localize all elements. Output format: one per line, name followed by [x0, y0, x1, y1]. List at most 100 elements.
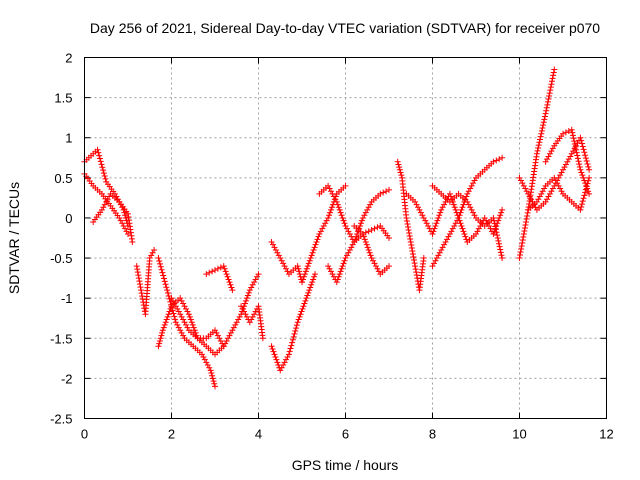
data-series-arc20	[516, 66, 558, 262]
data-point-interp	[248, 316, 255, 323]
data-point-interp	[467, 185, 474, 192]
data-point-interp	[343, 225, 350, 232]
data-point	[164, 287, 171, 294]
data-point-interp	[498, 209, 505, 216]
data-point-interp	[398, 172, 405, 179]
data-series-arc18	[429, 182, 506, 262]
data-point-interp	[323, 217, 330, 224]
data-point-interp	[357, 220, 364, 227]
data-point-interp	[439, 244, 446, 251]
data-point-interp	[374, 224, 381, 231]
data-point	[516, 174, 523, 181]
data-point-interp	[468, 182, 475, 189]
data-point-interp	[536, 139, 543, 146]
data-point-interp	[217, 337, 224, 344]
data-point-interp	[544, 196, 551, 203]
data-points	[81, 66, 593, 390]
data-series-arc9	[238, 303, 266, 342]
data-point-interp	[346, 247, 353, 254]
data-point-interp	[227, 329, 234, 336]
data-point-interp	[581, 149, 588, 156]
data-point-interp	[548, 81, 555, 88]
data-point-interp	[189, 321, 196, 328]
data-point-interp	[167, 298, 174, 305]
data-point	[172, 319, 179, 326]
data-point	[412, 263, 419, 270]
data-point-interp	[442, 239, 449, 246]
data-point-interp	[243, 313, 250, 320]
data-point	[568, 150, 575, 157]
data-point-interp	[582, 180, 589, 187]
data-point-interp	[338, 265, 345, 272]
data-point-interp	[460, 201, 467, 208]
data-point	[342, 255, 349, 262]
data-point-interp	[365, 204, 372, 211]
data-point-interp	[431, 225, 438, 232]
data-point-interp	[160, 272, 167, 279]
data-point-interp	[309, 249, 316, 256]
data-point-interp	[340, 217, 347, 224]
data-point	[438, 247, 445, 254]
data-point-interp	[470, 209, 477, 216]
data-point-interp	[122, 212, 129, 219]
data-point-interp	[570, 148, 577, 155]
data-point-interp	[269, 345, 276, 352]
data-point-interp	[517, 252, 524, 259]
data-point-interp	[541, 116, 548, 123]
data-point-interp	[493, 229, 500, 236]
data-point-interp	[518, 243, 525, 250]
data-point-interp	[171, 300, 178, 307]
data-point-interp	[298, 308, 305, 315]
data-point-interp	[497, 249, 504, 256]
data-point-interp	[278, 364, 285, 371]
data-point-interp	[459, 225, 466, 232]
data-point-interp	[555, 182, 562, 189]
data-point-interp	[302, 268, 309, 275]
data-point-interp	[561, 164, 568, 171]
data-point-interp	[539, 124, 546, 131]
data-point-interp	[311, 244, 318, 251]
data-point-interp	[119, 220, 126, 227]
data-point-interp	[581, 177, 588, 184]
data-point-interp	[299, 305, 306, 312]
data-point-interp	[186, 313, 193, 320]
data-point-interp	[403, 217, 410, 224]
data-point	[198, 351, 205, 358]
data-point	[268, 239, 275, 246]
data-point-interp	[583, 182, 590, 189]
data-point	[325, 182, 332, 189]
data-series-arc15	[351, 222, 392, 241]
data-point	[577, 134, 584, 141]
data-point-interp	[175, 324, 182, 331]
data-point-interp	[520, 233, 527, 240]
data-point-interp	[519, 240, 526, 247]
data-point-interp	[243, 295, 250, 302]
data-point-interp	[573, 146, 580, 153]
data-point-interp	[471, 212, 478, 219]
data-point	[125, 230, 131, 237]
data-point-interp	[336, 206, 343, 213]
data-point	[420, 214, 427, 221]
data-point-interp	[361, 212, 368, 219]
data-point-interp	[341, 220, 348, 227]
data-point-interp	[491, 217, 498, 224]
data-point-interp	[188, 319, 195, 326]
data-point-interp	[203, 359, 210, 366]
data-point-interp	[208, 370, 215, 377]
data-point	[407, 239, 414, 246]
data-point-interp	[362, 239, 369, 246]
data-series-arc7	[168, 271, 262, 350]
data-point-interp	[214, 332, 221, 339]
data-point-interp	[346, 230, 353, 237]
data-point-interp	[162, 319, 169, 326]
data-point-interp	[100, 167, 107, 174]
data-point-interp	[365, 247, 372, 254]
data-point-interp	[165, 311, 172, 318]
data-point-interp	[328, 188, 334, 195]
data-point-interp	[210, 378, 217, 385]
data-point-interp	[226, 279, 233, 286]
data-point	[185, 311, 192, 318]
data-point-interp	[492, 226, 499, 233]
data-point-interp	[272, 247, 279, 254]
